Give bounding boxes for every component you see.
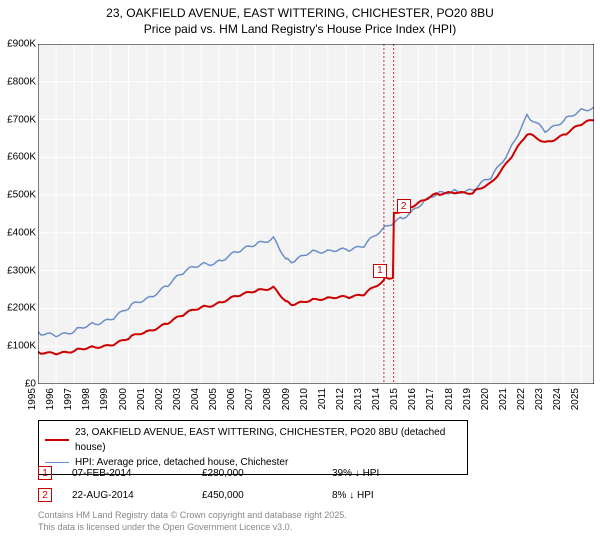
title-line-1: 23, OAKFIELD AVENUE, EAST WITTERING, CHI… — [10, 6, 590, 22]
transaction-marker-box: 1 — [38, 466, 52, 480]
transaction-date: 07-FEB-2014 — [72, 468, 162, 479]
transaction-delta: 8% ↓ HPI — [332, 490, 422, 501]
legend-row-1: 23, OAKFIELD AVENUE, EAST WITTERING, CHI… — [45, 425, 461, 455]
transaction-marker-2: 2 — [397, 199, 411, 213]
attribution-line-1: Contains HM Land Registry data © Crown c… — [38, 510, 347, 522]
transaction-marker-1: 1 — [373, 264, 387, 278]
transaction-marker-box: 2 — [38, 488, 52, 502]
legend-swatch-1 — [45, 439, 69, 441]
attribution-line-2: This data is licensed under the Open Gov… — [38, 522, 347, 534]
transaction-date: 22-AUG-2014 — [72, 490, 162, 501]
transaction-price: £280,000 — [202, 468, 292, 479]
legend-label-1: 23, OAKFIELD AVENUE, EAST WITTERING, CHI… — [75, 425, 461, 455]
attribution-text: Contains HM Land Registry data © Crown c… — [38, 510, 347, 533]
chart-svg — [38, 44, 594, 384]
transaction-delta: 39% ↓ HPI — [332, 468, 422, 479]
y-tick-label: £200K — [0, 303, 36, 314]
transaction-row: 1 07-FEB-2014 £280,000 39% ↓ HPI — [38, 462, 422, 484]
transaction-row: 2 22-AUG-2014 £450,000 8% ↓ HPI — [38, 484, 422, 506]
transactions-table: 1 07-FEB-2014 £280,000 39% ↓ HPI 2 22-AUG-201… — [38, 462, 422, 506]
chart-area: £0£100K£200K£300K£400K£500K£600K£700K£80… — [0, 44, 600, 412]
y-tick-label: £700K — [0, 114, 36, 125]
y-tick-label: £400K — [0, 227, 36, 238]
y-tick-label: £600K — [0, 152, 36, 163]
y-tick-label: £900K — [0, 39, 36, 50]
y-tick-label: £100K — [0, 341, 36, 352]
y-tick-label: £300K — [0, 265, 36, 276]
chart-title-block: 23, OAKFIELD AVENUE, EAST WITTERING, CHI… — [0, 0, 600, 39]
transaction-price: £450,000 — [202, 490, 292, 501]
y-tick-label: £500K — [0, 190, 36, 201]
y-tick-label: £800K — [0, 76, 36, 87]
x-tick-label: 2025 — [570, 388, 594, 410]
title-line-2: Price paid vs. HM Land Registry's House … — [10, 22, 590, 38]
